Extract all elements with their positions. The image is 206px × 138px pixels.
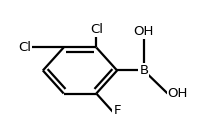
Text: Cl: Cl: [18, 41, 31, 54]
Text: OH: OH: [168, 87, 188, 100]
Text: B: B: [139, 64, 148, 77]
Text: F: F: [113, 104, 121, 116]
Text: OH: OH: [134, 25, 154, 38]
Text: Cl: Cl: [90, 23, 103, 36]
